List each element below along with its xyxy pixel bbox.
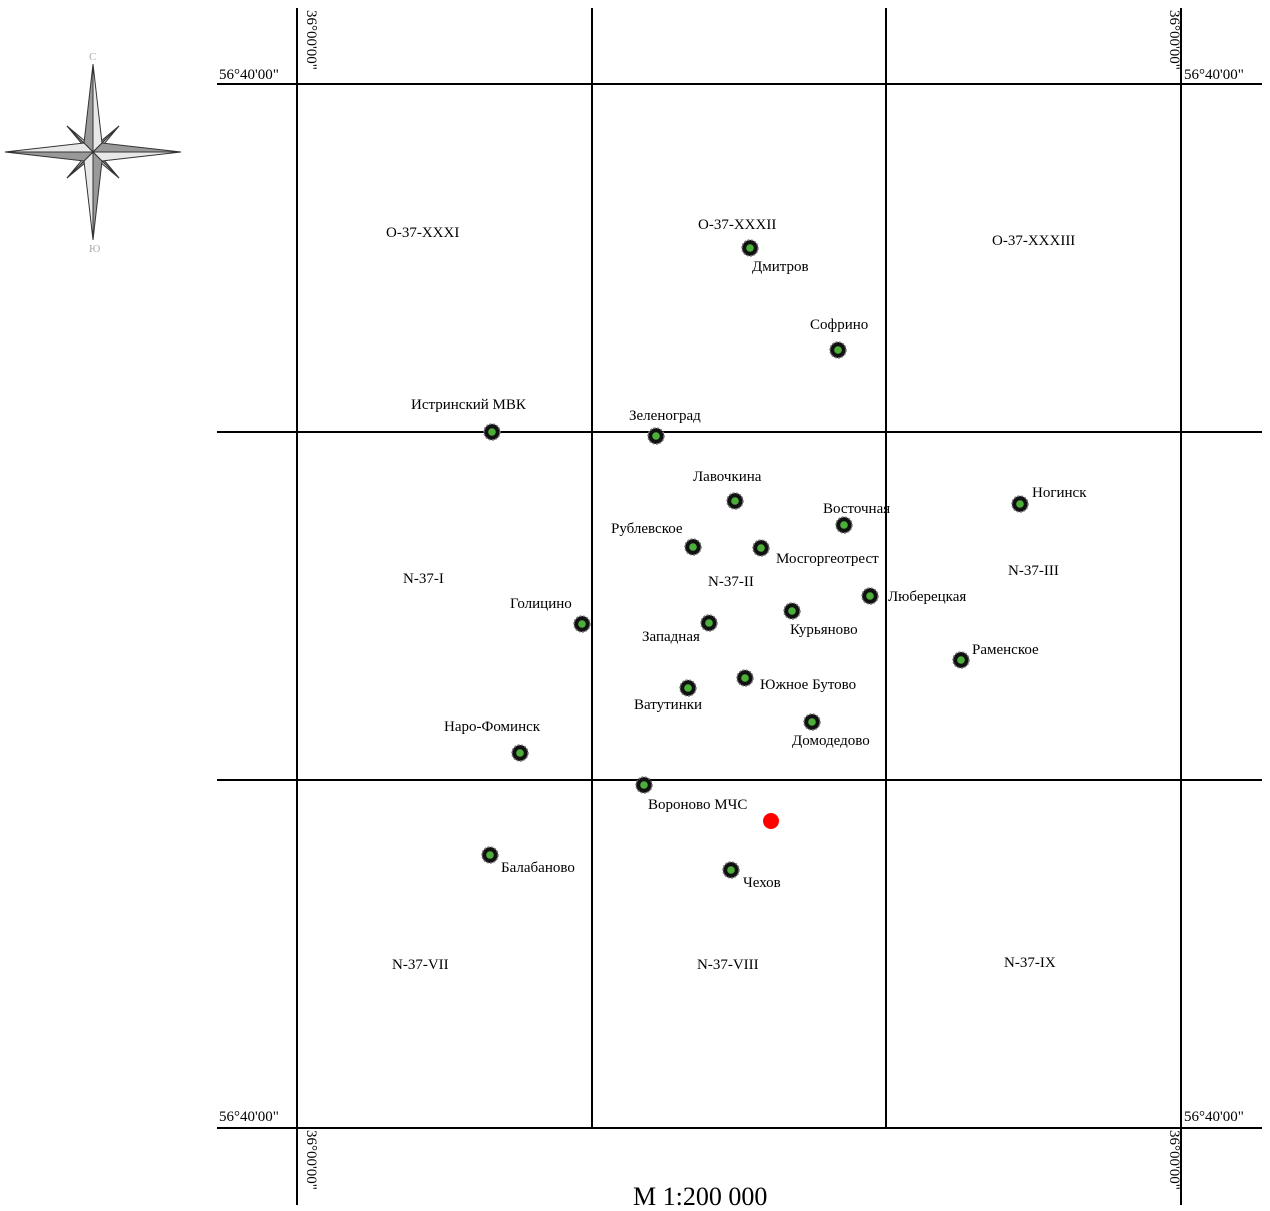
sheet-label-n37-ii: N-37-II <box>708 574 754 590</box>
station-label-dmitrov: Дмитров <box>752 259 809 275</box>
station-label-domodedovo: Домодедово <box>792 733 870 749</box>
station-marker-2 <box>488 428 496 436</box>
station-marker-3 <box>652 432 660 440</box>
station-label-rublevskoe: Рублевское <box>611 521 683 537</box>
station-marker-19 <box>486 851 494 859</box>
sheet-label-n37-ix: N-37-IX <box>1004 955 1056 971</box>
station-label-voronovo: Вороново МЧС <box>648 797 748 813</box>
station-label-golitsino: Голицино <box>510 596 572 612</box>
sheet-label-o37-xxxiii: O-37-XXXIII <box>992 233 1076 249</box>
station-marker-7 <box>689 543 697 551</box>
lat-label-bottom-right: 56°40'00" <box>1184 1109 1244 1125</box>
station-label-kuryanovo: Курьяново <box>790 622 858 638</box>
lon-label-top-right: 36°00'00" <box>1166 10 1182 70</box>
station-marker-17 <box>516 749 524 757</box>
map-scale-label: М 1:200 000 <box>633 1182 768 1211</box>
station-label-vostochnaya: Восточная <box>823 501 891 517</box>
station-marker-14 <box>741 674 749 682</box>
station-marker-10 <box>578 620 586 628</box>
station-marker-12 <box>788 607 796 615</box>
compass-main-rays <box>4 63 182 241</box>
station-label-lyuberetskaya: Люберецкая <box>888 589 967 605</box>
sheet-label-n37-viii: N-37-VIII <box>697 957 759 973</box>
station-marker-1 <box>834 346 842 354</box>
station-label-balabanovo: Балабаново <box>501 860 575 876</box>
map-grid <box>217 8 1262 1205</box>
station-label-zelenograd: Зеленоград <box>629 408 701 424</box>
station-label-noginsk: Ногинск <box>1032 485 1087 501</box>
station-marker-20 <box>727 866 735 874</box>
station-label-vatutinki: Ватутинки <box>634 697 703 713</box>
sheet-label-o37-xxxi: O-37-XXXI <box>386 225 460 241</box>
station-label-chekhov: Чехов <box>743 875 781 891</box>
station-marker-9 <box>866 592 874 600</box>
compass-rose-icon <box>4 63 182 241</box>
station-marker-11 <box>705 619 713 627</box>
station-label-ramenskoe: Раменское <box>972 642 1039 658</box>
station-marker-0 <box>746 244 754 252</box>
station-label-naro-fominsk: Наро-Фоминск <box>444 719 541 735</box>
lat-label-bottom-left: 56°40'00" <box>219 1109 279 1125</box>
station-marker-16 <box>808 718 816 726</box>
station-label-sofrino: Софрино <box>810 317 869 333</box>
station-label-zapadnaya: Западная <box>642 629 700 645</box>
lat-label-top-left: 56°40'00" <box>219 67 279 83</box>
sheet-label-n37-i: N-37-I <box>403 571 444 587</box>
station-marker-4 <box>731 497 739 505</box>
lat-label-top-right: 56°40'00" <box>1184 67 1244 83</box>
target-point-marker <box>763 813 779 829</box>
station-marker-13 <box>957 656 965 664</box>
compass-south-label: Ю <box>89 243 101 255</box>
station-marker-8 <box>757 544 765 552</box>
sheet-label-n37-vii: N-37-VII <box>392 957 449 973</box>
station-markers <box>481 239 1029 879</box>
station-label-istrinsky: Истринский МВК <box>411 397 526 413</box>
station-label-yuzhnoe-butovo: Южное Бутово <box>760 677 857 693</box>
lon-label-top-left: 36°00'00" <box>303 10 319 70</box>
station-marker-15 <box>684 684 692 692</box>
compass-north-label: С <box>89 51 97 63</box>
station-marker-5 <box>840 521 848 529</box>
station-marker-6 <box>1016 500 1024 508</box>
station-label-mosgorgeotrest: Мосгоргеотрест <box>776 551 879 567</box>
lon-label-bottom-right: 36°00'00" <box>1166 1130 1182 1190</box>
sheet-label-n37-iii: N-37-III <box>1008 563 1059 579</box>
station-label-lavochkina: Лавочкина <box>693 469 762 485</box>
station-marker-18 <box>640 781 648 789</box>
sheet-label-o37-xxxii: O-37-XXXII <box>698 217 777 233</box>
lon-label-bottom-left: 36°00'00" <box>303 1130 319 1190</box>
